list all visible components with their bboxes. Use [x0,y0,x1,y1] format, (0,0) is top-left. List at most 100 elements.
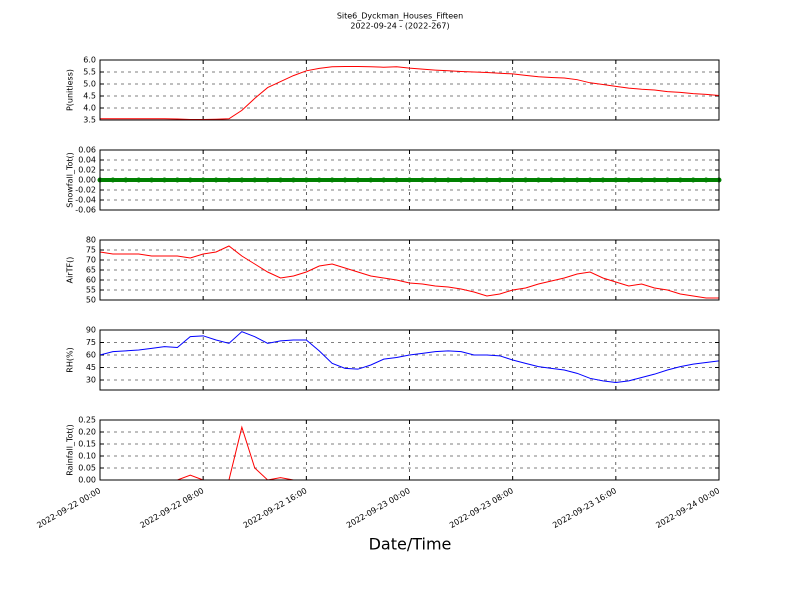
x-tick-label: 2022-09-23 16:00 [551,486,618,530]
y-tick-label: 70 [86,256,96,265]
y-tick-label: 55 [86,286,96,295]
plot-frame [99,239,720,301]
data-point [548,177,554,183]
data-point [587,177,593,183]
data-point [252,177,258,183]
chart-title: Site6_Dyckman_Houses_Fifteen [337,12,463,21]
data-point [445,177,451,183]
y-tick-label: 0.10 [78,452,96,461]
y-tick-label: 60 [86,351,96,360]
data-point [290,177,296,183]
x-axis-label: Date/Time [369,535,452,554]
y-axis-label: P(unitless) [66,69,75,111]
data-point [303,177,309,183]
data-point [174,177,180,183]
data-point [600,177,606,183]
data-point [355,177,361,183]
data-point [561,177,567,183]
y-tick-label: 4.0 [83,104,96,113]
y-tick-label: 5.0 [83,80,96,89]
data-point [161,177,167,183]
data-point [316,177,322,183]
y-tick-label: 75 [86,338,96,347]
plot-frame [99,59,720,121]
y-tick-label: 0.00 [78,476,96,485]
y-tick-label: 0.02 [78,166,96,175]
x-tick-label: 2022-09-23 08:00 [448,486,515,530]
data-point [471,177,477,183]
data-point [690,177,696,183]
y-tick-label: 0.06 [78,146,96,155]
data-point [535,177,541,183]
y-tick-label: -0.04 [75,196,96,205]
y-axis-label: Rainfall_Tot() [66,424,75,476]
data-point [484,177,490,183]
data-point [200,177,206,183]
y-tick-label: 4.5 [83,92,96,101]
y-tick-label: 0.25 [78,416,96,425]
data-line [99,245,719,299]
y-tick-label: 0.05 [78,464,96,473]
data-point [381,177,387,183]
y-axis-label: RH(%) [66,347,75,372]
y-tick-label: 0.20 [78,428,96,437]
data-point [639,177,645,183]
data-point [278,177,284,183]
y-tick-label: 80 [86,236,96,245]
data-point [368,177,374,183]
y-tick-label: 65 [86,266,96,275]
data-point [329,177,335,183]
chart-subtitle: 2022-09-24 - (2022-267) [350,22,449,31]
y-tick-label: 6.0 [83,56,96,65]
data-point [652,177,658,183]
y-tick-label: 5.5 [83,68,96,77]
data-point [432,177,438,183]
y-axis-label: AirTF() [66,257,75,284]
y-tick-label: 0.04 [78,156,96,165]
y-tick-label: 50 [86,296,96,305]
data-point [226,177,232,183]
data-point [239,177,245,183]
data-point [574,177,580,183]
y-tick-label: 0.15 [78,440,96,449]
plot-frame [99,329,720,391]
data-point [523,177,529,183]
data-point [213,177,219,183]
data-point [136,177,142,183]
x-tick-label: 2022-09-22 08:00 [138,486,205,530]
y-tick-label: 75 [86,246,96,255]
data-point [149,177,155,183]
plot-frame [99,419,720,481]
data-point [703,177,709,183]
y-tick-label: 45 [86,363,96,372]
data-line [99,331,720,384]
y-tick-label: -0.02 [75,186,96,195]
data-point [342,177,348,183]
data-point [187,177,193,183]
data-point [677,177,683,183]
x-tick-label: 2022-09-23 00:00 [345,486,412,530]
data-point [664,177,670,183]
data-point [626,177,632,183]
y-tick-label: 0.00 [78,176,96,185]
data-point [407,177,412,183]
data-point [497,177,503,183]
x-tick-label: 2022-09-22 16:00 [242,486,309,530]
data-point [123,177,129,183]
data-point [510,177,516,183]
data-point [458,177,464,183]
y-tick-label: 30 [86,376,96,385]
y-tick-label: 60 [86,276,96,285]
y-tick-label: 90 [86,326,96,335]
data-point [419,177,425,183]
y-tick-label: 3.5 [83,116,96,125]
x-tick-label: 2022-09-22 00:00 [35,486,102,530]
x-tick-label: 2022-09-24 00:00 [654,486,721,530]
data-point [265,177,271,183]
y-tick-label: -0.06 [75,206,96,215]
data-point [613,177,619,183]
plot-frame [99,149,720,211]
data-point [110,177,116,183]
y-axis-label: Snowfall_Tot() [66,152,75,208]
